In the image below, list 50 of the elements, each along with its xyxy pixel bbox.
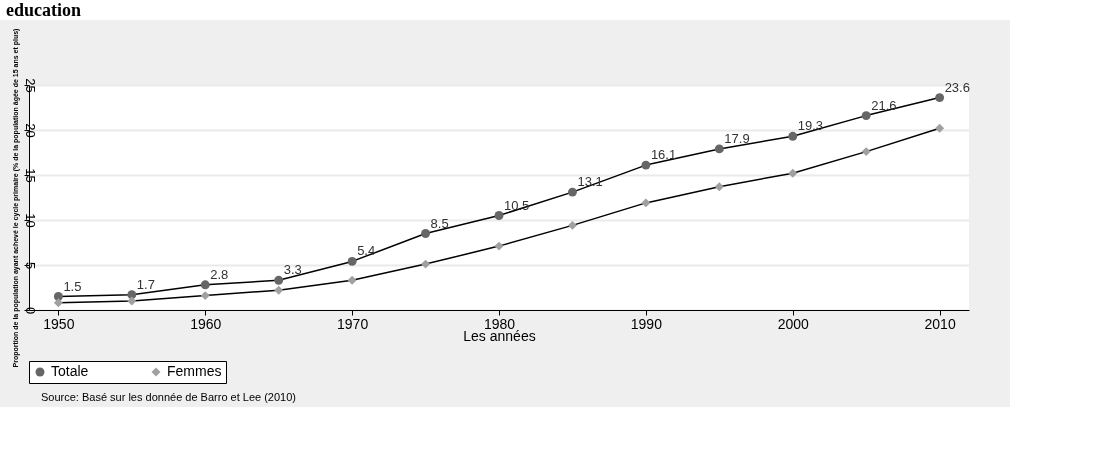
point xyxy=(788,131,798,141)
data-label: 19.3 xyxy=(797,118,824,134)
x-tick-label: 1950 xyxy=(43,315,75,332)
point xyxy=(274,275,284,285)
point xyxy=(200,280,210,290)
point xyxy=(347,275,357,285)
point xyxy=(641,160,651,170)
data-label: 23.6 xyxy=(944,79,970,95)
data-label: 13.1 xyxy=(577,174,603,190)
point xyxy=(53,298,63,308)
point xyxy=(274,285,284,295)
point xyxy=(567,187,577,197)
data-label: 16.1 xyxy=(650,147,677,163)
data-label: 3.3 xyxy=(283,262,302,278)
x-tick-label: 1990 xyxy=(630,315,663,332)
x-tick-label: 1970 xyxy=(337,315,369,332)
data-label: 8.5 xyxy=(430,215,449,231)
point xyxy=(861,111,871,121)
x-tick-label: 2010 xyxy=(924,315,956,332)
data-label: 2.8 xyxy=(210,266,229,282)
point xyxy=(935,93,945,103)
point xyxy=(421,229,431,238)
x-tick-label: 1960 xyxy=(190,315,222,332)
data-label: 17.9 xyxy=(724,130,750,146)
data-label: 5.4 xyxy=(357,243,376,259)
point xyxy=(127,296,137,306)
chart-title: education xyxy=(6,0,82,20)
legend-label: Totale xyxy=(51,363,89,379)
point xyxy=(861,147,871,157)
point xyxy=(641,198,651,208)
point xyxy=(714,182,724,192)
point xyxy=(714,144,724,154)
x-tick-label: 1980 xyxy=(483,315,516,332)
y-tick-label: 25 xyxy=(22,78,38,93)
point xyxy=(421,259,431,269)
data-label: 1.7 xyxy=(136,276,155,292)
point xyxy=(494,211,504,220)
point xyxy=(494,241,504,251)
y-tick-label: 15 xyxy=(22,168,38,183)
data-label: 21.6 xyxy=(871,97,897,113)
point xyxy=(567,220,577,230)
data-label: 1.5 xyxy=(63,278,82,294)
point xyxy=(200,291,210,301)
data-label: 10.5 xyxy=(504,197,530,213)
point xyxy=(347,256,357,266)
source-note: Source: Basé sur les donnée de Barro et Lee (2010) xyxy=(41,390,296,403)
point xyxy=(788,168,798,178)
point xyxy=(935,123,945,133)
x-tick-label: 2000 xyxy=(777,315,810,332)
legend-label: Femmes xyxy=(167,363,222,379)
